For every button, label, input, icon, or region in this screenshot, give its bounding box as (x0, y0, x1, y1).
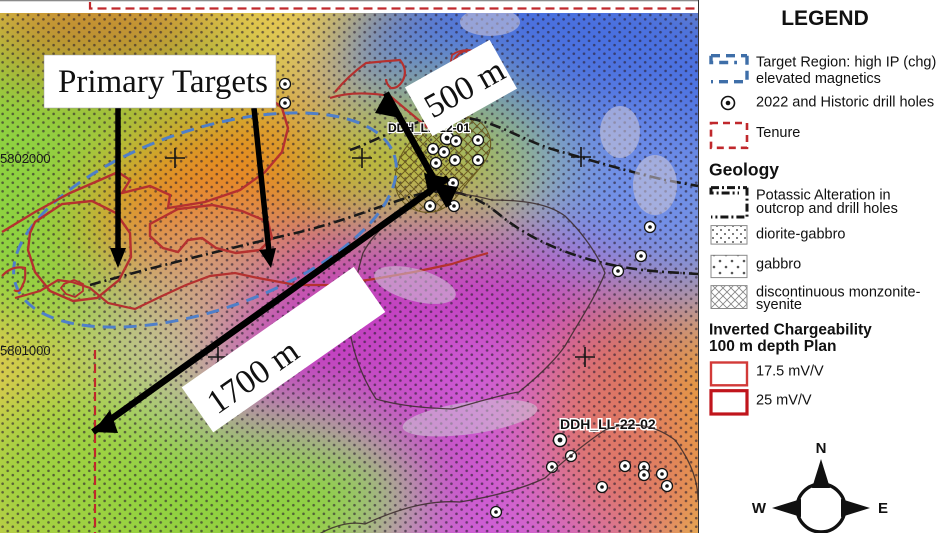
svg-text:17.5 mV/V: 17.5 mV/V (756, 364, 824, 380)
svg-text:N: N (816, 440, 827, 457)
svg-text:DDH_LL-22-02: DDH_LL-22-02 (560, 416, 656, 432)
svg-text:elevated magnetics: elevated magnetics (756, 71, 881, 87)
svg-text:Inverted Chargeability: Inverted Chargeability (709, 321, 872, 338)
svg-text:gabbro: gabbro (756, 257, 801, 273)
svg-text:Target Region: high IP (chg): Target Region: high IP (chg) (756, 55, 936, 71)
svg-text:Tenure: Tenure (756, 125, 800, 141)
svg-text:E: E (878, 500, 888, 517)
svg-text:5802000: 5802000 (0, 151, 51, 166)
svg-text:Primary Targets: Primary Targets (58, 64, 268, 100)
svg-text:2022 and Historic drill holes: 2022 and Historic drill holes (756, 94, 934, 110)
svg-text:100 m depth Plan: 100 m depth Plan (709, 338, 836, 355)
svg-text:25 mV/V: 25 mV/V (756, 393, 812, 409)
svg-text:LEGEND: LEGEND (781, 7, 869, 30)
svg-text:W: W (752, 500, 767, 517)
svg-text:Geology: Geology (709, 160, 779, 180)
svg-text:5801000: 5801000 (0, 343, 51, 358)
svg-text:syenite: syenite (756, 297, 802, 313)
svg-text:diorite-gabbro: diorite-gabbro (756, 226, 845, 242)
svg-text:outcrop and drill holes: outcrop and drill holes (756, 201, 898, 217)
